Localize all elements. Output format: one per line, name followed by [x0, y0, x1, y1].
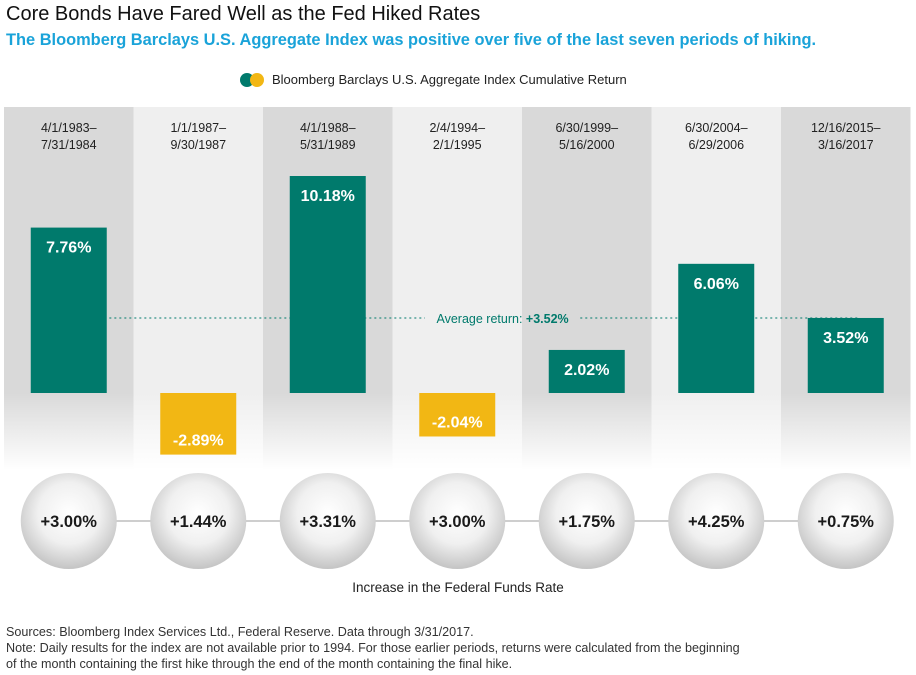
legend-label: Bloomberg Barclays U.S. Aggregate Index … — [272, 72, 627, 87]
period-label-start: 1/1/1987– — [170, 121, 226, 135]
fed-funds-circle — [279, 473, 376, 569]
period-label-end: 5/31/1989 — [300, 138, 356, 152]
average-return-label: Average return: +3.52% — [436, 312, 568, 326]
period-label-end: 3/16/2017 — [818, 138, 874, 152]
fed-funds-increase-label: +1.75% — [559, 513, 616, 531]
return-bar — [289, 176, 366, 393]
footer: Sources: Bloomberg Index Services Ltd., … — [6, 624, 911, 672]
legend-gold-swatch — [250, 72, 264, 87]
average-return-value: +3.52% — [526, 312, 569, 326]
fed-funds-increase-label: +3.00% — [41, 513, 98, 531]
fed-funds-increase-label: +3.31% — [300, 513, 357, 531]
fed-funds-circle — [409, 473, 506, 569]
methodology-note-line1: Note: Daily results for the index are no… — [6, 641, 740, 655]
period-label-start: 2/4/1994– — [429, 121, 485, 135]
fed-funds-circle — [668, 473, 765, 569]
legend: Bloomberg Barclays U.S. Aggregate Index … — [240, 72, 627, 87]
x-axis-label: Increase in the Federal Funds Rate — [352, 580, 564, 595]
fed-funds-increase-label: +3.00% — [429, 513, 486, 531]
return-bar — [678, 263, 755, 393]
methodology-note-line2: of the month containing the first hike t… — [6, 657, 513, 671]
fed-funds-increase-label: +1.44% — [170, 513, 227, 531]
bar-chart: Average return: +3.52% 4/1/1983– 7/31/1984… — [4, 107, 911, 569]
return-bar — [807, 317, 884, 393]
return-value-label: 10.18% — [301, 188, 355, 205]
return-value-label: -2.89% — [173, 433, 224, 450]
fed-funds-circle — [20, 473, 117, 569]
fed-funds-increase-label: +4.25% — [688, 513, 745, 531]
return-bar — [548, 349, 625, 393]
return-value-label: 6.06% — [694, 276, 739, 293]
return-value-label: 2.02% — [564, 362, 609, 379]
return-value-label: 3.52% — [823, 330, 868, 347]
return-bar — [30, 227, 107, 393]
chart-subtitle: The Bloomberg Barclays U.S. Aggregate In… — [6, 31, 817, 49]
period-label-end: 6/29/2006 — [688, 138, 744, 152]
period-label-start: 6/30/2004– — [685, 121, 748, 135]
period-label-end: 2/1/1995 — [433, 138, 482, 152]
period-label-start: 12/16/2015– — [811, 121, 881, 135]
fed-funds-circle — [538, 473, 635, 569]
fed-funds-circle — [797, 473, 894, 569]
return-value-label: -2.04% — [432, 414, 483, 431]
period-label-start: 4/1/1983– — [41, 121, 97, 135]
period-label-end: 9/30/1987 — [170, 138, 226, 152]
return-bar — [160, 393, 237, 455]
fed-funds-circle — [150, 473, 247, 569]
chart-title: Core Bonds Have Fared Well as the Fed Hi… — [6, 3, 481, 25]
return-value-label: 7.76% — [46, 240, 91, 257]
fed-funds-increase-label: +0.75% — [818, 513, 875, 531]
period-label-start: 6/30/1999– — [555, 121, 618, 135]
period-label-end: 7/31/1984 — [41, 138, 97, 152]
period-label-end: 5/16/2000 — [559, 138, 615, 152]
average-return-text: Average return: — [436, 312, 525, 326]
sources-note: Sources: Bloomberg Index Services Ltd., … — [6, 625, 474, 639]
return-bar — [419, 393, 496, 437]
period-label-start: 4/1/1988– — [300, 121, 356, 135]
